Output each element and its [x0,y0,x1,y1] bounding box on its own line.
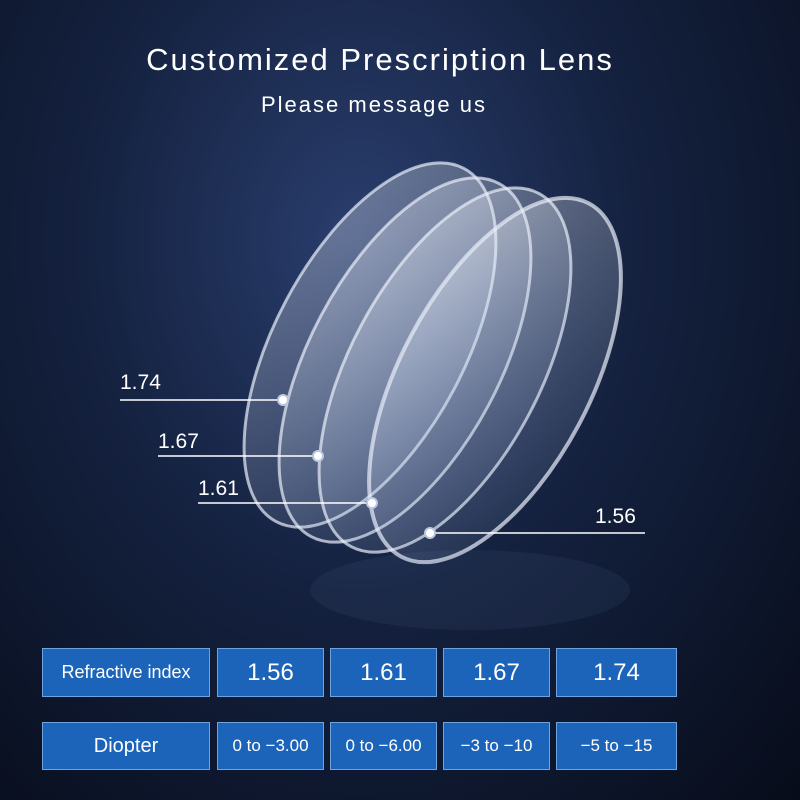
table-cell: −5 to −15 [556,722,677,770]
lens-illustration [242,161,630,630]
callout-label: 1.61 [198,477,239,500]
row-header: Diopter [42,722,210,770]
table-cell: −3 to −10 [443,722,550,770]
callout-dots [277,394,436,539]
table-cell: 1.67 [443,648,550,697]
title: Customized Prescription Lens [146,42,614,77]
table-cell: 1.56 [217,648,324,697]
callout-label: 1.74 [120,371,161,394]
subtitle: Please message us [261,92,487,117]
callouts [120,399,645,534]
table-cell: 1.74 [556,648,677,697]
table-cell: 0 to −3.00 [217,722,324,770]
row-header: Refractive index [42,648,210,697]
callout-label: 1.67 [158,430,199,453]
table-cell: 0 to −6.00 [330,722,437,770]
table-cell: 1.61 [330,648,437,697]
callout-label: 1.56 [595,505,636,528]
